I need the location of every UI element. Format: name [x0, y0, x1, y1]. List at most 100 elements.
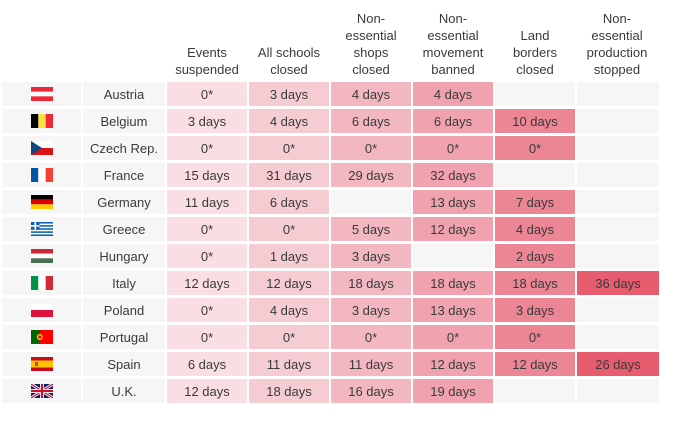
flag-cell: [2, 271, 81, 295]
value-cell: 19 days: [413, 379, 493, 403]
empty-cell: [413, 244, 493, 268]
value-cell: 0*: [249, 136, 329, 160]
value-cell: 4 days: [331, 82, 411, 106]
empty-cell: [577, 244, 659, 268]
value-cell: 1 days: [249, 244, 329, 268]
value-cell: 18 days: [495, 271, 575, 295]
value-cell: 13 days: [413, 298, 493, 322]
value-cell: 4 days: [249, 109, 329, 133]
value-cell: 0*: [167, 325, 247, 349]
value-cell: 31 days: [249, 163, 329, 187]
flag-cell: [2, 82, 81, 106]
value-cell: 29 days: [331, 163, 411, 187]
value-cell: 3 days: [249, 82, 329, 106]
value-cell: 11 days: [331, 352, 411, 376]
flag-cell: [2, 190, 81, 214]
country-name: Germany: [83, 190, 165, 214]
flag-cell: [2, 163, 81, 187]
value-cell: 11 days: [167, 190, 247, 214]
empty-cell: [577, 298, 659, 322]
portugal-flag-icon: [30, 330, 53, 344]
value-cell: 3 days: [331, 244, 411, 268]
value-cell: 12 days: [167, 379, 247, 403]
value-cell: 4 days: [413, 82, 493, 106]
value-cell: 11 days: [249, 352, 329, 376]
flag-cell: [2, 325, 81, 349]
flag-cell: [2, 352, 81, 376]
flag-cell: [2, 109, 81, 133]
country-name: Austria: [83, 82, 165, 106]
italy-flag-icon: [30, 276, 53, 290]
empty-cell: [577, 109, 659, 133]
value-cell: 0*: [167, 298, 247, 322]
empty-cell: [577, 217, 659, 241]
germany-flag-icon: [30, 195, 53, 209]
value-cell: 6 days: [413, 109, 493, 133]
value-cell: 0*: [413, 325, 493, 349]
value-cell: 0*: [331, 325, 411, 349]
empty-cell: [495, 379, 575, 403]
empty-cell: [577, 82, 659, 106]
flag-cell: [2, 379, 81, 403]
value-cell: 32 days: [413, 163, 493, 187]
column-header: Events suspended: [175, 45, 239, 77]
value-cell: 26 days: [577, 352, 659, 376]
value-cell: 4 days: [249, 298, 329, 322]
value-cell: 6 days: [167, 352, 247, 376]
value-cell: 4 days: [495, 217, 575, 241]
country-name: U.K.: [83, 379, 165, 403]
column-header: Land borders closed: [512, 28, 558, 77]
poland-flag-icon: [30, 303, 53, 317]
value-cell: 7 days: [495, 190, 575, 214]
value-cell: 0*: [167, 217, 247, 241]
empty-cell: [495, 163, 575, 187]
value-cell: 12 days: [249, 271, 329, 295]
value-cell: 6 days: [331, 109, 411, 133]
flag-cell: [2, 244, 81, 268]
value-cell: 0*: [413, 136, 493, 160]
empty-cell: [331, 190, 411, 214]
empty-cell: [577, 379, 659, 403]
value-cell: 6 days: [249, 190, 329, 214]
column-header: Non- essential production stopped: [586, 11, 648, 77]
value-cell: 18 days: [249, 379, 329, 403]
value-cell: 13 days: [413, 190, 493, 214]
belgium-flag-icon: [30, 114, 53, 128]
country-name: Greece: [83, 217, 165, 241]
country-name: Italy: [83, 271, 165, 295]
france-flag-icon: [30, 168, 53, 182]
column-header: All schools closed: [257, 45, 321, 77]
value-cell: 0*: [249, 325, 329, 349]
country-name: Belgium: [83, 109, 165, 133]
value-cell: 36 days: [577, 271, 659, 295]
empty-cell: [577, 163, 659, 187]
value-cell: 3 days: [495, 298, 575, 322]
empty-cell: [577, 136, 659, 160]
spain-flag-icon: [30, 357, 53, 371]
greece-flag-icon: [30, 222, 53, 236]
country-name: Portugal: [83, 325, 165, 349]
value-cell: 18 days: [331, 271, 411, 295]
value-cell: 0*: [167, 244, 247, 268]
value-cell: 12 days: [413, 217, 493, 241]
value-cell: 3 days: [331, 298, 411, 322]
country-name: France: [83, 163, 165, 187]
value-cell: 0*: [495, 325, 575, 349]
value-cell: 15 days: [167, 163, 247, 187]
value-cell: 2 days: [495, 244, 575, 268]
flag-cell: [2, 136, 81, 160]
value-cell: 16 days: [331, 379, 411, 403]
flag-cell: [2, 298, 81, 322]
country-name: Spain: [83, 352, 165, 376]
empty-cell: [577, 325, 659, 349]
value-cell: 0*: [331, 136, 411, 160]
austria-flag-icon: [30, 87, 53, 101]
value-cell: 12 days: [495, 352, 575, 376]
czech-flag-icon: [30, 141, 53, 155]
empty-cell: [495, 82, 575, 106]
value-cell: 0*: [167, 136, 247, 160]
hungary-flag-icon: [30, 249, 53, 263]
country-name: Hungary: [83, 244, 165, 268]
column-header: Non- essential shops closed: [345, 11, 397, 77]
country-name: Czech Rep.: [83, 136, 165, 160]
